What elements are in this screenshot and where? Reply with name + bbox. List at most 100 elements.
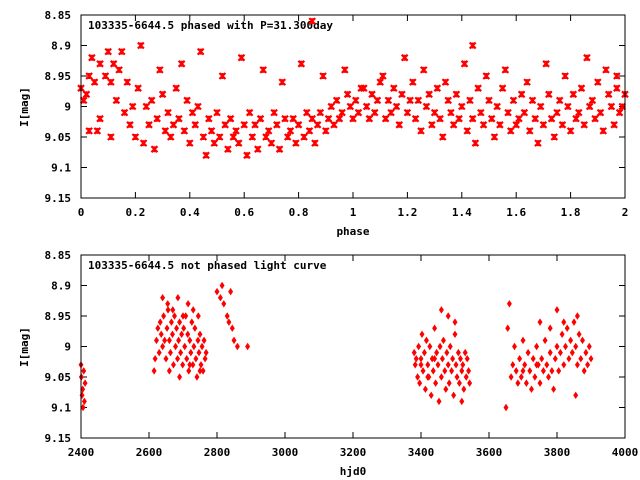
data-point: [167, 348, 173, 357]
data-point: [79, 96, 88, 105]
data-point: [428, 391, 434, 400]
data-point: [248, 133, 257, 141]
data-point: [240, 121, 248, 129]
data-point: [161, 312, 167, 320]
data-point: [142, 102, 151, 111]
data-point: [449, 367, 455, 375]
data-point: [165, 300, 171, 308]
data-point: [82, 90, 91, 99]
data-point: [228, 287, 234, 296]
data-point: [554, 306, 560, 314]
data-point: [532, 373, 538, 381]
data-point: [440, 336, 446, 345]
data-point: [526, 127, 534, 135]
data-point: [444, 348, 450, 357]
data-point: [585, 102, 594, 111]
data-point: [275, 145, 284, 153]
x-tick-label: 2800: [204, 446, 231, 459]
data-point: [379, 72, 387, 80]
data-point: [416, 342, 422, 351]
data-point: [479, 121, 488, 129]
data-point: [137, 41, 145, 50]
data-point: [534, 361, 540, 369]
data-point: [185, 330, 191, 339]
data-point: [368, 90, 376, 99]
data-point: [490, 133, 499, 141]
y-tick-label: 8.85: [45, 249, 72, 262]
data-point: [395, 121, 404, 129]
data-point: [505, 324, 511, 332]
data-point: [447, 342, 453, 351]
y-tick-label: 9.15: [45, 192, 72, 205]
data-point: [574, 361, 580, 369]
data-point: [422, 385, 428, 393]
data-point: [451, 391, 457, 400]
data-point: [170, 361, 176, 369]
data-point: [157, 318, 163, 326]
data-point: [441, 78, 450, 86]
data-point: [180, 361, 186, 369]
data-point: [360, 84, 368, 92]
data-point: [542, 336, 548, 345]
data-point: [229, 324, 235, 332]
data-point: [219, 281, 225, 290]
data-point: [160, 293, 166, 302]
data-point: [561, 318, 567, 326]
data-point: [365, 114, 374, 123]
data-point: [506, 300, 512, 308]
data-point: [392, 102, 401, 111]
data-point: [107, 78, 115, 86]
data-point: [458, 102, 466, 111]
data-point: [330, 121, 338, 129]
data-point: [613, 84, 621, 92]
data-point: [176, 336, 182, 345]
data-point: [85, 127, 93, 135]
data-point: [456, 379, 462, 387]
data-point: [403, 108, 412, 117]
data-point: [504, 108, 512, 117]
data-point: [85, 72, 93, 80]
data-point: [178, 348, 184, 357]
y-tick-label: 9.1: [51, 162, 71, 175]
data-point: [417, 127, 425, 135]
data-point: [199, 342, 205, 351]
data-point: [568, 336, 574, 345]
data-point: [131, 133, 140, 141]
data-point: [459, 367, 465, 375]
data-points: [78, 281, 594, 412]
data-point: [443, 385, 449, 393]
y-tick-label: 8.9: [51, 40, 71, 53]
data-point: [577, 84, 586, 92]
data-point: [417, 379, 423, 387]
data-point: [513, 367, 519, 375]
data-point: [153, 336, 159, 345]
data-point: [586, 342, 592, 351]
data-point: [522, 361, 528, 369]
y-tick-label: 9.05: [45, 371, 72, 384]
data-point: [174, 324, 180, 332]
data-point: [194, 373, 200, 381]
data-point: [428, 121, 436, 129]
data-point: [156, 348, 162, 357]
data-point: [398, 90, 406, 99]
data-point: [585, 361, 591, 369]
data-point: [381, 114, 390, 123]
data-point: [563, 342, 568, 351]
data-point: [588, 96, 597, 105]
x-axis-label: phase: [336, 225, 369, 238]
data-point: [433, 84, 442, 92]
data-point: [461, 385, 467, 393]
data-point: [210, 139, 219, 147]
data-point: [185, 300, 191, 308]
data-point: [414, 96, 423, 105]
data-point: [300, 133, 308, 141]
data-point: [540, 367, 546, 375]
data-point: [607, 102, 616, 111]
data-point: [349, 114, 357, 123]
x-tick-label: 0.2: [125, 206, 145, 219]
data-point: [322, 127, 330, 135]
data-point: [566, 354, 572, 363]
data-point: [432, 324, 438, 332]
data-point: [449, 121, 458, 129]
x-tick-label: 3800: [544, 446, 571, 459]
